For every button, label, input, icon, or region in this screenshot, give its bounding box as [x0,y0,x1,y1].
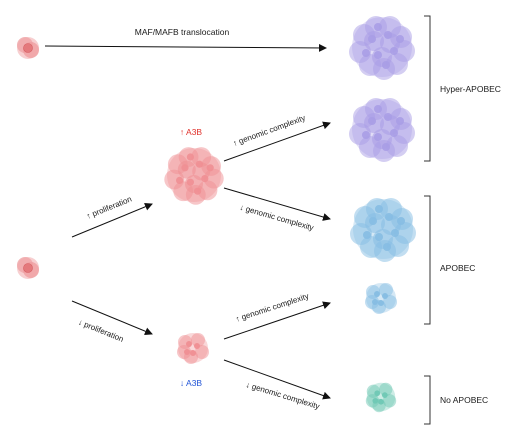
red-clump-large [164,147,224,205]
bracket-apobec [424,195,431,325]
single-cell-top [16,36,40,60]
translocation-arrow [44,43,327,52]
purple-clump-top [349,16,415,80]
down-genomic-label-2: ↓ genomic complexity [245,380,321,411]
bracket-hyper-apobec [424,15,431,162]
apobec-label: APOBEC [440,263,475,273]
up-genomic-label-1: ↑ genomic complexity [232,113,307,148]
up-genomic-arrow-1 [223,121,331,162]
purple-clump-mid [349,98,415,162]
teal-clump-small [365,382,397,413]
down-genomic-arrow-1 [223,187,331,221]
hyper-apobec-label: Hyper-APOBEC [440,84,501,94]
down-proliferation-label: ↓ proliferation [77,318,125,344]
blue-clump-large [350,198,416,262]
up-a3b-label: ↑ A3B [180,127,203,137]
translocation-label: MAF/MAFB translocation [135,27,230,37]
up-proliferation-label: ↑ proliferation [85,195,133,221]
no-apobec-label: No APOBEC [440,395,488,405]
down-genomic-arrow-2 [223,359,331,400]
down-proliferation-arrow [71,300,153,336]
up-genomic-arrow-2 [223,301,331,340]
blue-clump-small [365,283,397,314]
red-clump-small [177,333,209,364]
up-proliferation-arrow [71,202,153,238]
single-cell-bottom [16,256,40,280]
down-genomic-label-1: ↓ genomic complexity [239,203,315,233]
down-a3b-label: ↓ A3B [180,378,203,388]
up-genomic-label-2: ↑ genomic complexity [234,292,310,324]
bracket-no-apobec [424,375,431,425]
